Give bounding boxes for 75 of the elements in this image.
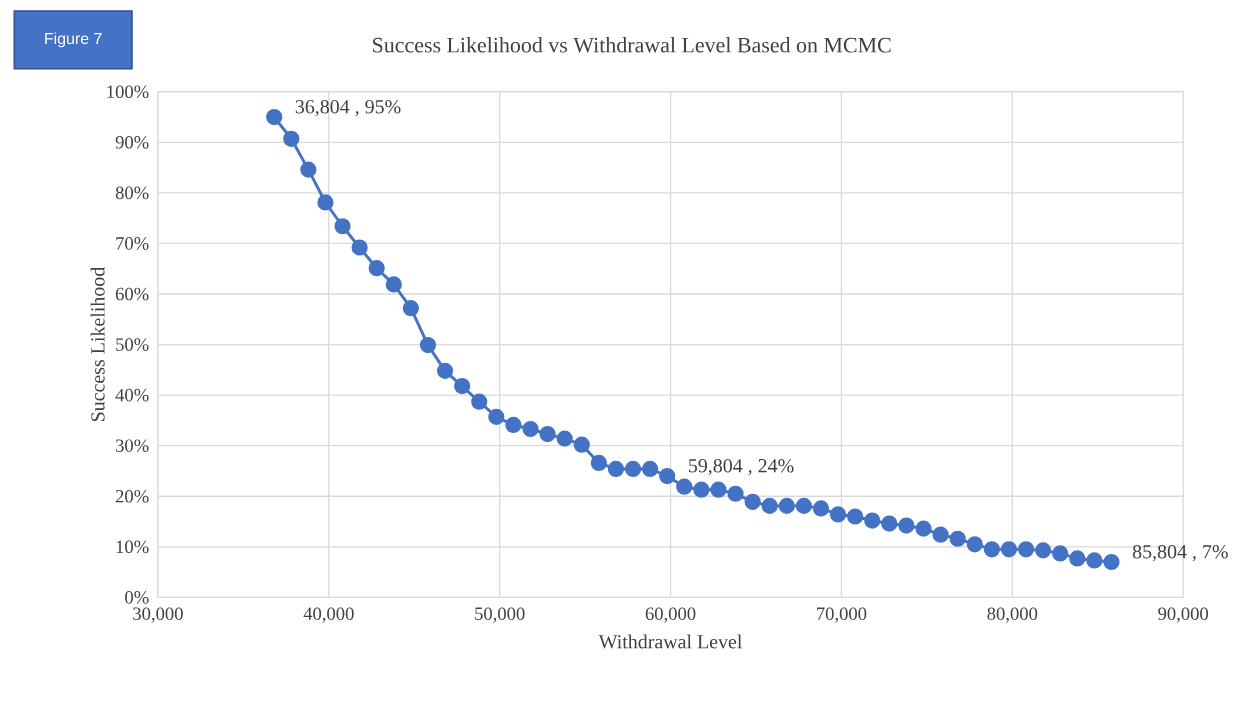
- point: [283, 130, 300, 147]
- point: [590, 454, 607, 471]
- point: [829, 506, 847, 523]
- point: [744, 493, 761, 510]
- y-tick-label: 20%: [115, 489, 149, 503]
- point: [471, 393, 488, 410]
- x-tick-label: 70,000: [817, 607, 867, 623]
- point: [1103, 553, 1120, 571]
- data-label: 59,804 , 24%: [689, 458, 794, 476]
- point: [300, 161, 317, 178]
- point: [607, 460, 625, 478]
- point: [1052, 545, 1069, 562]
- point: [436, 362, 454, 379]
- x-tick-label: 30,000: [133, 607, 183, 623]
- y-tick-label: 80%: [115, 186, 149, 200]
- point: [454, 377, 471, 395]
- point: [761, 497, 778, 514]
- point: [419, 336, 437, 354]
- point: [778, 497, 795, 514]
- point: [710, 481, 727, 498]
- x-tick-label: 50,000: [475, 607, 525, 623]
- point: [983, 541, 1000, 558]
- x-tick-label: 40,000: [303, 607, 354, 623]
- point: [1069, 550, 1086, 567]
- y-tick-label: 70%: [116, 237, 149, 250]
- y-tick-label: 10%: [116, 540, 149, 554]
- point: [659, 467, 676, 485]
- point: [385, 276, 402, 293]
- point: [727, 485, 744, 502]
- point: [624, 460, 642, 478]
- point: [812, 500, 830, 517]
- point: [676, 478, 693, 495]
- point: [488, 408, 505, 425]
- data-label: 36,804 , 95%: [295, 99, 401, 117]
- x-tick-label: 60,000: [645, 607, 696, 623]
- y-tick-label: 40%: [115, 388, 149, 402]
- y-tick-label: 30%: [116, 439, 149, 452]
- point: [881, 515, 898, 532]
- point: [949, 530, 966, 547]
- point: [317, 194, 334, 211]
- point: [573, 436, 590, 453]
- y-tick-label: 90%: [115, 135, 149, 149]
- point: [966, 536, 983, 553]
- y-tick-label: 60%: [115, 287, 149, 301]
- point: [266, 108, 283, 126]
- caption: Figure 7: [45, 32, 102, 48]
- point: [795, 497, 813, 514]
- point: [864, 512, 881, 529]
- x-axis-title: Withdrawal Level: [598, 634, 743, 649]
- y-tick-label: 100%: [107, 85, 149, 99]
- y-axis-title: Success Likelihood: [90, 266, 105, 422]
- point: [847, 508, 864, 525]
- y-tick-label: 0%: [125, 591, 149, 604]
- y-tick-label: 50%: [116, 338, 149, 351]
- point: [1000, 541, 1018, 558]
- point: [915, 520, 932, 537]
- point: [505, 416, 522, 434]
- x-tick-label: 90,000: [1158, 607, 1209, 623]
- point: [898, 517, 915, 534]
- point: [1035, 542, 1052, 559]
- point: [556, 430, 573, 447]
- point: [641, 460, 659, 478]
- point: [1086, 552, 1103, 569]
- point: [402, 300, 419, 317]
- point: [522, 420, 539, 438]
- x-tick-label: 80,000: [987, 607, 1038, 623]
- point: [1017, 541, 1035, 558]
- chart-title: Success Likelihood vs Withdrawal Level Based on MCMC: [373, 37, 891, 53]
- point: [351, 239, 368, 256]
- point: [368, 260, 385, 277]
- point: [932, 526, 949, 543]
- point: [539, 425, 556, 443]
- point: [693, 481, 710, 498]
- data-label: 85,804 , 7%: [1132, 544, 1228, 562]
- point: [334, 218, 351, 235]
